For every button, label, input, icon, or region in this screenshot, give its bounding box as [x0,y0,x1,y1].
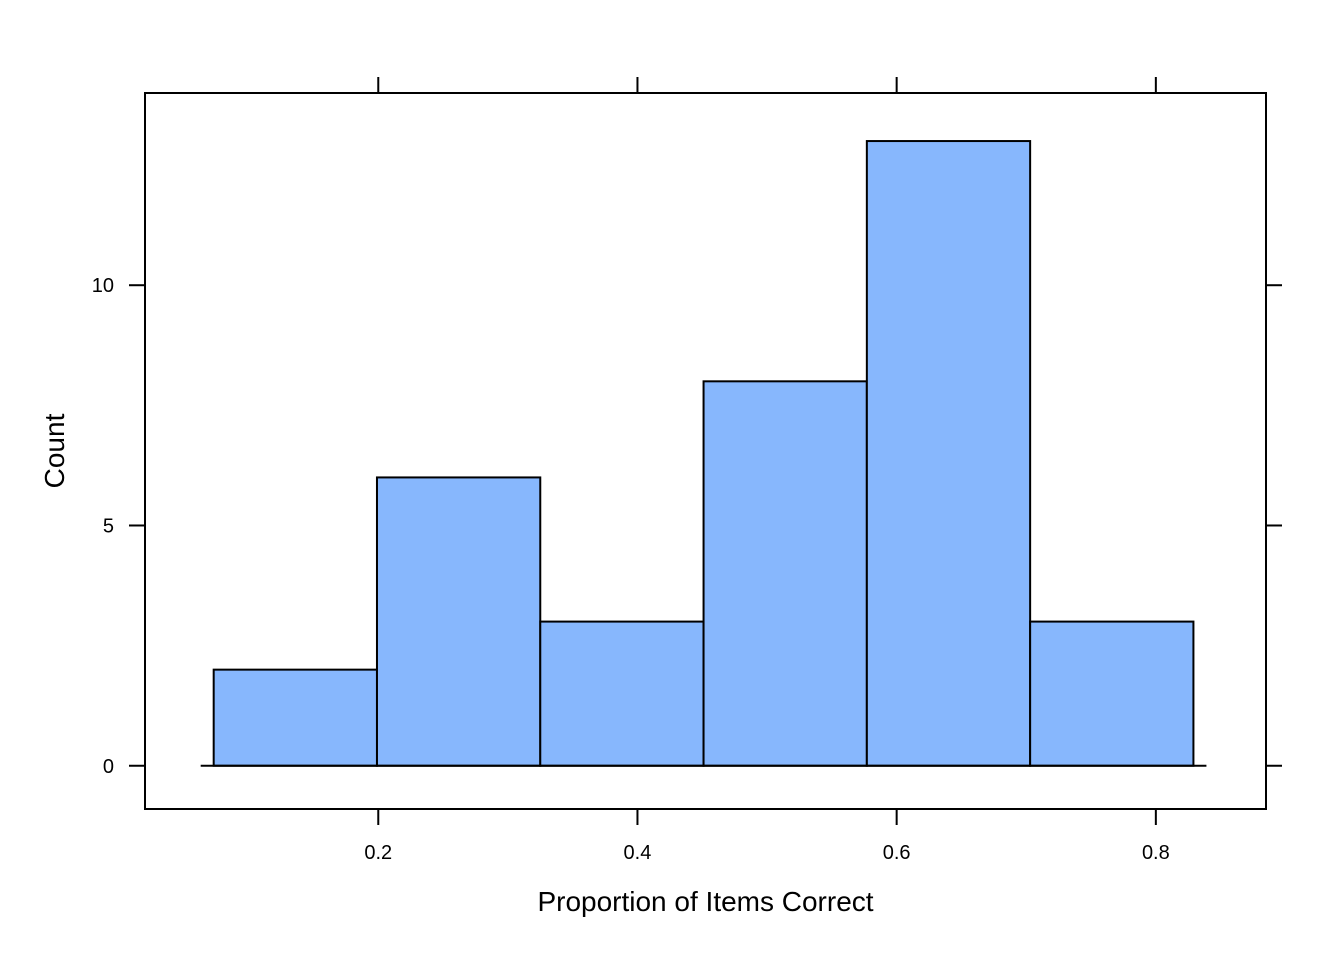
y-tick-label: 10 [92,275,114,297]
y-tick-label: 5 [103,515,114,537]
y-axis-ticks: 0 5 10 [92,275,1282,778]
y-axis-title: Count [39,413,70,488]
x-tick-label: 0.6 [883,842,911,864]
histogram-bar-4 [702,380,868,767]
plot-panel [144,92,1267,810]
x-axis-title: Proportion of Items Correct [537,886,873,917]
x-tick-label: 0.8 [1142,842,1170,864]
histogram-bar-6 [1029,620,1195,767]
histogram-bar-3 [539,620,705,767]
histogram-bar-2 [375,476,542,767]
histogram-bar-5 [865,140,1032,767]
bars-group [212,140,1195,767]
x-tick-label: 0.4 [624,842,652,864]
y-tick-label: 0 [103,756,114,778]
x-axis-ticks: 0.2 0.4 0.6 0.8 [364,77,1170,864]
histogram-bar-1 [212,668,378,767]
x-tick-label: 0.2 [364,842,392,864]
